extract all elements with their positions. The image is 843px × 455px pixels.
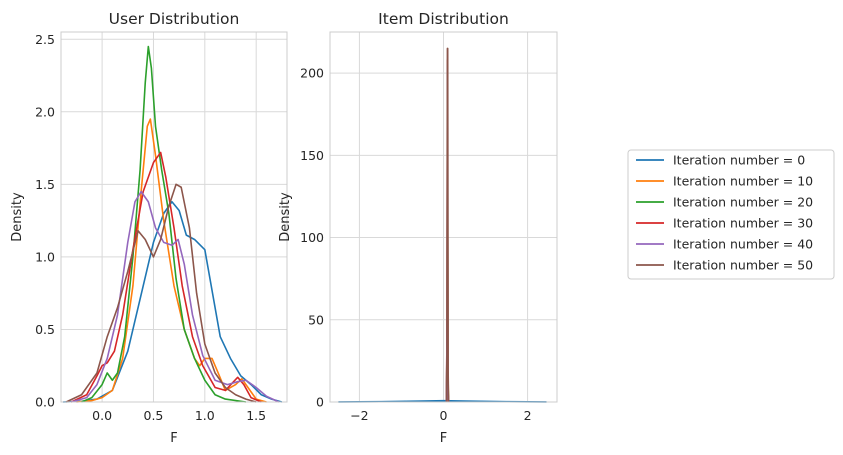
- y-tick-label: 0.0: [35, 395, 55, 410]
- gridlines: [61, 32, 287, 403]
- legend-label: Iteration number = 40: [673, 237, 813, 252]
- y-tick-label: 1.0: [35, 249, 55, 264]
- x-tick-label: −2: [350, 408, 368, 423]
- x-tick-label: 1.5: [246, 408, 266, 423]
- y-tick-label: 150: [300, 148, 324, 163]
- x-tick-label: 2: [524, 408, 532, 423]
- plot-frame: [60, 31, 288, 403]
- series-line-5: [65, 183, 257, 403]
- series-line-4: [71, 190, 280, 403]
- series-line-5: [445, 47, 450, 403]
- legend-label: Iteration number = 20: [673, 195, 813, 210]
- y-tick-label: 2.0: [35, 104, 55, 119]
- y-axis-label: Density: [278, 192, 293, 242]
- item-distribution-chart: −2 0 2 0 50 100 150 200 F Density Item Distributio…: [278, 10, 558, 446]
- plot-frame: [329, 31, 558, 403]
- chart-title: Item Distribution: [378, 10, 509, 28]
- x-tick-label: 0.5: [144, 408, 164, 423]
- y-axis-label: Density: [10, 192, 25, 242]
- legend-label: Iteration number = 50: [673, 258, 813, 273]
- series-line-0: [63, 200, 283, 403]
- x-tick-label: 0: [440, 408, 448, 423]
- y-tick-label: 2.5: [35, 32, 55, 47]
- chart-title: User Distribution: [109, 10, 240, 28]
- legend-label: Iteration number = 0: [673, 153, 805, 168]
- user-distribution-chart: 0.0 0.5 1.0 1.5 0.0 0.5 1.0 1.5 2.0 2.5 F Density Us…: [10, 10, 288, 446]
- y-tick-label: 50: [308, 312, 324, 327]
- gridlines: [330, 32, 557, 403]
- x-axis-label: F: [440, 431, 447, 446]
- series-lines: [338, 47, 547, 403]
- series-line-2: [81, 45, 247, 403]
- legend: Iteration number = 0 Iteration number = 1…: [627, 149, 835, 280]
- y-tick-label: 0.5: [35, 322, 55, 337]
- y-tick-label: 100: [300, 230, 324, 245]
- y-tick-label: 0: [316, 395, 324, 410]
- x-axis-label: F: [170, 431, 177, 446]
- y-tick-label: 200: [300, 66, 324, 81]
- y-tick-label: 1.5: [35, 177, 55, 192]
- legend-label: Iteration number = 30: [673, 216, 813, 231]
- legend-label: Iteration number = 10: [673, 174, 813, 189]
- series-line-1: [76, 118, 267, 403]
- legend-box: [627, 149, 835, 280]
- x-tick-label: 1.0: [195, 408, 215, 423]
- series-lines: [63, 45, 283, 403]
- x-tick-label: 0.0: [92, 408, 112, 423]
